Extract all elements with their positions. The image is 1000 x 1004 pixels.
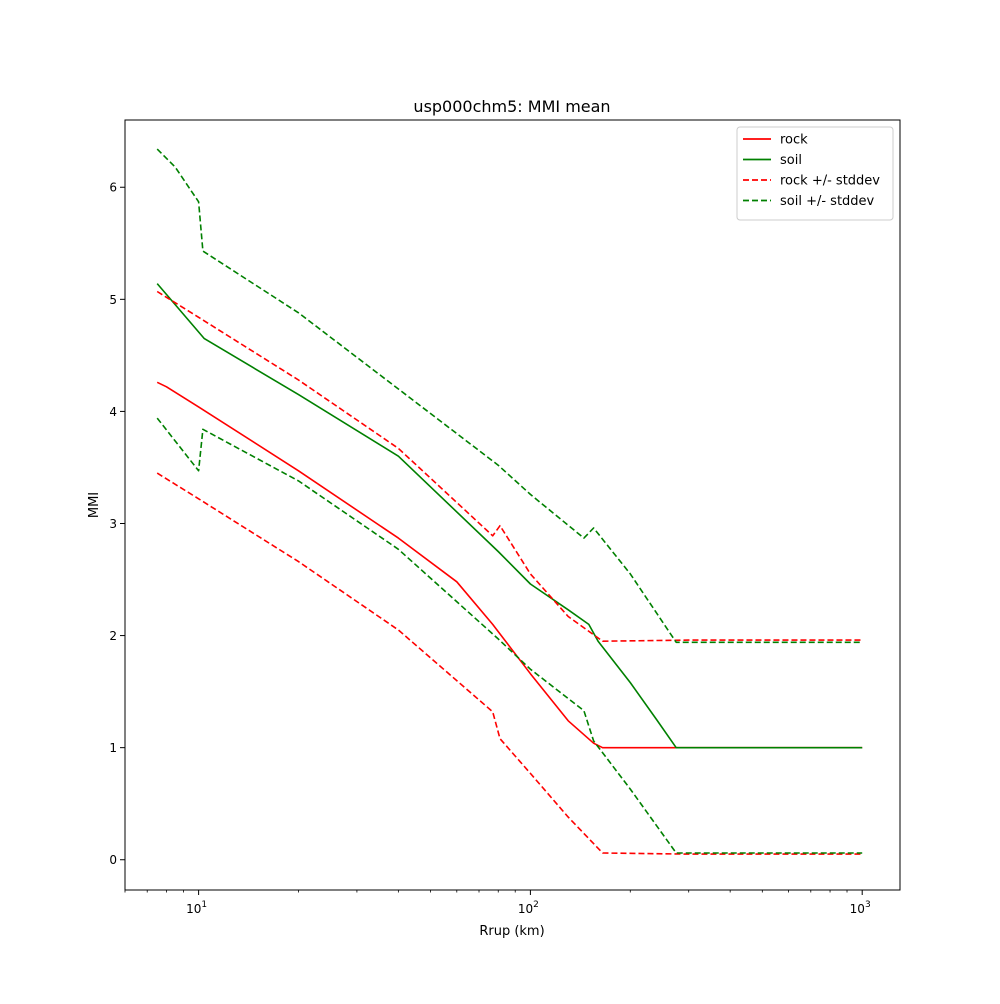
- legend-label-0: rock: [780, 133, 808, 148]
- series-line-5: [156, 417, 863, 854]
- series-line-3: [156, 472, 863, 855]
- y-tick-label-0: 0: [109, 853, 117, 867]
- y-tick-label-6: 6: [109, 181, 117, 195]
- x-axis: 101 102 103: [124, 890, 871, 916]
- y-tick-label-5: 5: [109, 293, 117, 307]
- legend-label-3: soil +/- stddev: [780, 194, 875, 209]
- y-tick-label-2: 2: [109, 629, 117, 643]
- y-axis-label: MMI: [87, 492, 102, 518]
- y-tick-label-3: 3: [109, 517, 117, 531]
- y-tick-label-1: 1: [109, 741, 117, 755]
- y-axis: 0 1 2 3 4 5 6: [109, 181, 125, 867]
- series-line-2: [156, 290, 863, 643]
- chart-title: usp000chm5: MMI mean: [413, 97, 610, 116]
- legend-label-1: soil: [780, 153, 802, 168]
- legend-label-2: rock +/- stddev: [780, 174, 880, 189]
- series-line-4: [156, 148, 863, 644]
- x-tick-label-2: 103: [850, 900, 871, 916]
- series-line-0: [156, 381, 863, 749]
- plot-lines: [156, 148, 863, 855]
- y-tick-label-4: 4: [109, 405, 117, 419]
- series-line-1: [156, 283, 863, 749]
- legend-box: [736, 126, 894, 221]
- plot-area-frame: [124, 119, 901, 891]
- legend: rock soil rock +/- stddev soil +/- stddev: [736, 126, 894, 221]
- x-tick-label-0: 101: [186, 900, 207, 916]
- x-axis-label: Rrup (km): [479, 924, 544, 939]
- x-tick-label-1: 102: [518, 900, 539, 916]
